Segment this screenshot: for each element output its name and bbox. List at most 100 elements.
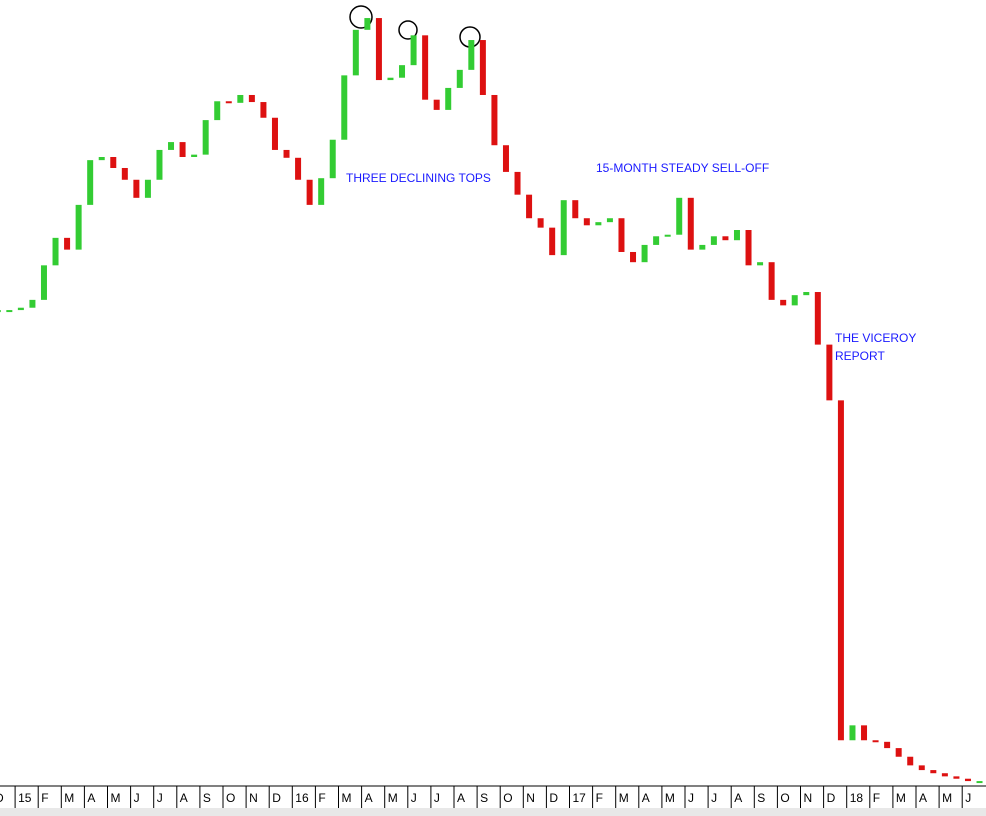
x-tick-label: 18 [850,791,864,805]
x-tick-label: A [180,791,188,805]
candle [826,344,833,401]
candle [722,236,729,241]
candle [930,770,937,774]
candle [260,102,267,118]
candle [572,200,579,219]
candle [837,400,844,741]
candle [271,117,278,150]
x-tick-label: 16 [295,791,309,805]
candle [918,765,925,771]
candle [87,160,94,205]
x-tick-label: A [734,791,742,805]
x-tick-label: M [619,791,629,805]
x-tick-label: J [157,791,163,805]
x-tick-label: 17 [573,791,587,805]
x-tick-label: A [919,791,927,805]
candle [849,725,856,741]
candle [526,194,533,219]
candle [110,157,117,168]
x-tick-label: D [0,791,4,805]
candle [710,236,717,245]
x-tick-label: F [318,791,325,805]
candle [248,94,255,103]
candle [29,299,36,308]
x-tick-label: J [411,791,417,805]
candle [861,725,868,741]
candle [237,94,244,103]
candle [941,773,948,777]
x-tick-label: O [226,791,235,805]
candle [168,142,175,150]
candle [641,244,648,263]
candle [895,748,902,757]
x-tick-label: D [272,791,281,805]
candle [191,154,198,157]
candle [595,222,602,226]
candle [121,167,128,180]
annotation: THE VICEROY [835,331,916,345]
candle [491,94,498,146]
x-tick-label: J [434,791,440,805]
candle [295,157,302,180]
candle [676,197,683,235]
scroll-strip [0,808,986,816]
annotation: THREE DECLINING TOPS [346,171,491,185]
candle [502,145,509,172]
x-tick-label: F [596,791,603,805]
x-tick-label: M [64,791,74,805]
candle [583,218,590,226]
candle [606,218,613,223]
candle [399,65,406,78]
x-tick-label: F [41,791,48,805]
x-tick-label: J [965,791,971,805]
x-tick-label: A [365,791,373,805]
candle [630,251,637,263]
candle [52,237,59,266]
x-tick-label: D [827,791,836,805]
candle [768,262,775,300]
candle [664,234,671,237]
candle [803,292,810,296]
x-tick-label: M [665,791,675,805]
candle [687,197,694,250]
top-circle [349,5,373,29]
candle [144,179,151,198]
candle [872,740,879,743]
candle [133,179,140,198]
candle [341,75,348,140]
candle [456,69,463,88]
x-tick-label: O [780,791,789,805]
candle [618,218,625,252]
candle [964,778,971,782]
x-tick-label: M [342,791,352,805]
x-tick-label: M [388,791,398,805]
x-tick-label: M [896,791,906,805]
candle [479,40,486,95]
x-tick-label: N [804,791,813,805]
x-tick-label: S [203,791,211,805]
x-tick-label: A [457,791,465,805]
candle [445,87,452,110]
x-tick-label: S [757,791,765,805]
candle [422,35,429,100]
x-tick-label: 15 [18,791,32,805]
x-tick-label: D [549,791,558,805]
candle [179,142,186,157]
candle [537,218,544,228]
candle [757,262,764,266]
x-tick-label: M [111,791,121,805]
candle [953,776,960,779]
candle [156,149,163,180]
candle [814,292,821,345]
candle [329,139,336,179]
top-circle [398,20,418,40]
x-tick-label: N [249,791,258,805]
candle [514,171,521,195]
candle [745,230,752,266]
candle [907,756,914,766]
x-tick-label: O [503,791,512,805]
candle [410,35,417,66]
candle [75,204,82,250]
candle [283,149,290,158]
